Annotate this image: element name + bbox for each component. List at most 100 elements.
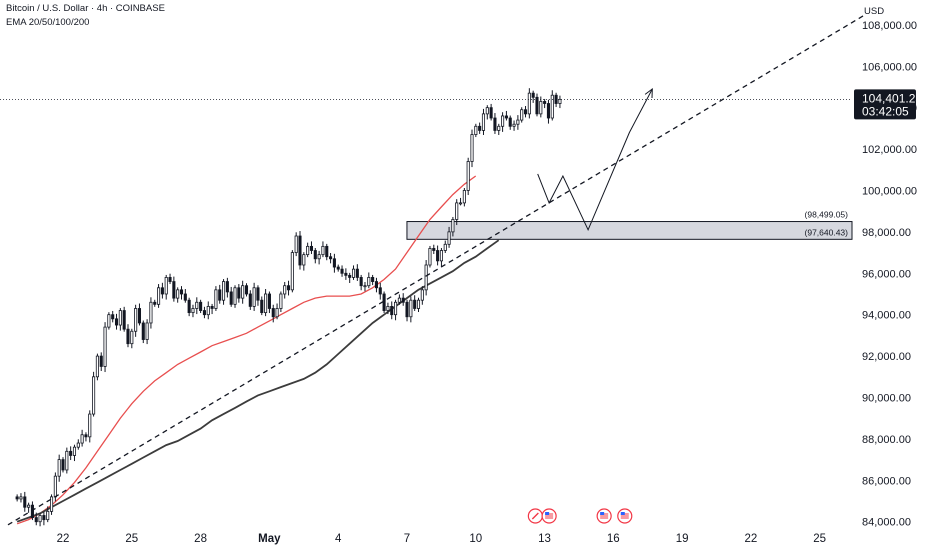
candle <box>122 306 126 332</box>
candle <box>424 260 428 296</box>
candle-body-up <box>558 98 562 104</box>
candle-body-up <box>497 125 501 131</box>
candle <box>443 240 447 253</box>
candle <box>118 308 122 331</box>
candle-body-down <box>126 328 130 345</box>
candle-body-up <box>233 287 237 305</box>
candle <box>436 245 440 266</box>
candle <box>390 301 394 320</box>
candle <box>27 502 31 513</box>
y-tick-label: 98,000.00 <box>862 227 911 239</box>
candle-body-up <box>466 161 470 191</box>
candle <box>474 123 478 138</box>
candle <box>57 454 61 482</box>
candle-body-up <box>46 510 50 521</box>
candle <box>340 265 344 277</box>
candle-body-up <box>351 268 356 278</box>
candle <box>306 242 310 258</box>
candle-body-up <box>520 109 524 121</box>
us-flag-event-icon[interactable] <box>541 508 557 524</box>
candle-body-up <box>157 287 161 305</box>
candle-body-up <box>92 376 96 415</box>
candle <box>355 264 359 281</box>
candle-body-up <box>275 308 279 318</box>
candle <box>394 299 398 321</box>
x-tick-label: 28 <box>194 533 207 545</box>
economic-event-icon[interactable] <box>527 508 543 524</box>
candle <box>199 299 203 314</box>
currency-label[interactable]: USD <box>864 6 885 17</box>
candle-body-up <box>19 496 23 500</box>
candle <box>241 280 245 304</box>
candle <box>126 324 130 348</box>
candle <box>114 313 119 330</box>
candle-body-up <box>317 254 321 260</box>
candle <box>176 287 180 303</box>
candle <box>432 244 436 255</box>
candle <box>439 248 443 267</box>
candle <box>478 122 482 134</box>
candle-body-down <box>30 504 34 518</box>
support-zone-rect[interactable] <box>406 221 853 240</box>
candle <box>413 295 417 311</box>
candle-body-up <box>294 235 298 253</box>
candle <box>462 187 466 207</box>
x-tick-label: 19 <box>676 533 689 545</box>
candle-body-down <box>34 517 38 523</box>
us-flag-event-icon[interactable] <box>617 508 633 524</box>
last-price-value: 104,401.23 <box>862 91 922 105</box>
candle <box>88 410 92 443</box>
candle <box>321 241 325 258</box>
candle-body-up <box>103 326 107 367</box>
y-tick-label: 94,000.00 <box>862 310 911 322</box>
y-tick-label: 88,000.00 <box>862 434 911 446</box>
us-flag-event-icon[interactable] <box>596 508 612 524</box>
candle-body-down <box>225 281 229 293</box>
candle <box>214 286 218 311</box>
candle <box>149 297 153 329</box>
candle <box>206 301 210 320</box>
candle <box>539 96 543 118</box>
candle <box>233 285 237 308</box>
indicator-legend: EMA 20/50/100/200 <box>6 17 90 28</box>
candle <box>264 289 268 317</box>
candle-body-down <box>344 272 348 276</box>
bar-countdown: 03:42:05 <box>862 104 909 118</box>
candle <box>290 250 294 293</box>
candle-body-down <box>137 308 142 324</box>
candle-body-up <box>206 306 210 316</box>
candle-body-up <box>95 355 99 378</box>
candle-body-down <box>218 289 222 301</box>
candle-body-up <box>321 245 325 256</box>
candle <box>99 352 103 371</box>
candle <box>489 103 493 121</box>
candle <box>15 494 19 502</box>
y-tick-label: 106,000.00 <box>862 61 917 73</box>
candle <box>531 90 535 103</box>
candle <box>336 264 340 272</box>
candle-body-up <box>118 310 122 326</box>
candle-body-up <box>397 297 401 303</box>
candle-body-down <box>122 310 126 330</box>
candle <box>378 282 382 300</box>
candle <box>363 281 367 292</box>
candle-body-down <box>237 287 241 299</box>
candle <box>397 294 401 305</box>
candle-body-down <box>413 299 417 309</box>
candle-body-down <box>298 235 302 266</box>
candle <box>294 232 298 257</box>
candle-body-down <box>523 109 528 115</box>
candle-body-down <box>248 293 252 307</box>
candle <box>195 297 199 315</box>
dashed-trendline[interactable] <box>7 13 866 526</box>
candle-body-down <box>141 322 145 340</box>
candle <box>451 216 455 237</box>
candle <box>546 99 551 124</box>
candle-body-up <box>302 254 306 266</box>
candle-body-up <box>76 442 80 448</box>
candle <box>344 268 348 280</box>
candle <box>275 303 279 320</box>
projection-path[interactable] <box>537 88 653 232</box>
candle-body-down <box>179 289 184 295</box>
